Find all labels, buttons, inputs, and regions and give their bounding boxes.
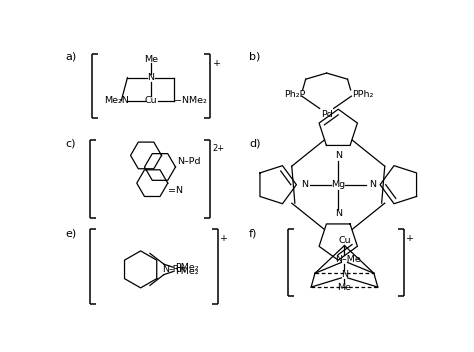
Text: +: +	[406, 234, 414, 243]
Text: N: N	[335, 151, 342, 160]
Text: Me: Me	[144, 55, 158, 64]
Text: PMe₂: PMe₂	[175, 263, 198, 272]
Text: N: N	[335, 209, 342, 219]
Text: =N: =N	[168, 186, 183, 195]
Text: Me₂N: Me₂N	[104, 96, 129, 105]
Text: Cu: Cu	[145, 96, 157, 105]
Text: Mg: Mg	[331, 180, 346, 189]
Text: +: +	[220, 234, 228, 243]
Text: PPh₂: PPh₂	[352, 90, 374, 99]
Text: N: N	[301, 180, 308, 189]
Text: N–Me: N–Me	[335, 255, 360, 264]
Text: N–Pd: N–Pd	[177, 157, 201, 166]
Text: 2+: 2+	[213, 144, 225, 153]
Text: −NMe₂: −NMe₂	[174, 96, 207, 105]
Text: Pd: Pd	[321, 110, 332, 119]
Text: N: N	[162, 265, 169, 274]
Text: Ph₂P: Ph₂P	[284, 90, 305, 99]
Text: N: N	[147, 73, 154, 82]
Text: +: +	[213, 59, 221, 68]
Text: PMe₂: PMe₂	[175, 267, 198, 276]
Text: e): e)	[65, 228, 77, 239]
Text: c): c)	[65, 138, 76, 149]
Text: N: N	[341, 270, 348, 279]
Text: Me: Me	[337, 283, 351, 291]
Text: a): a)	[65, 51, 77, 62]
Text: b): b)	[249, 51, 261, 62]
Text: d): d)	[249, 138, 261, 149]
Text: N: N	[369, 180, 376, 189]
Text: –Rh: –Rh	[169, 265, 186, 274]
Text: f): f)	[249, 228, 257, 239]
Text: Cu: Cu	[338, 237, 351, 245]
